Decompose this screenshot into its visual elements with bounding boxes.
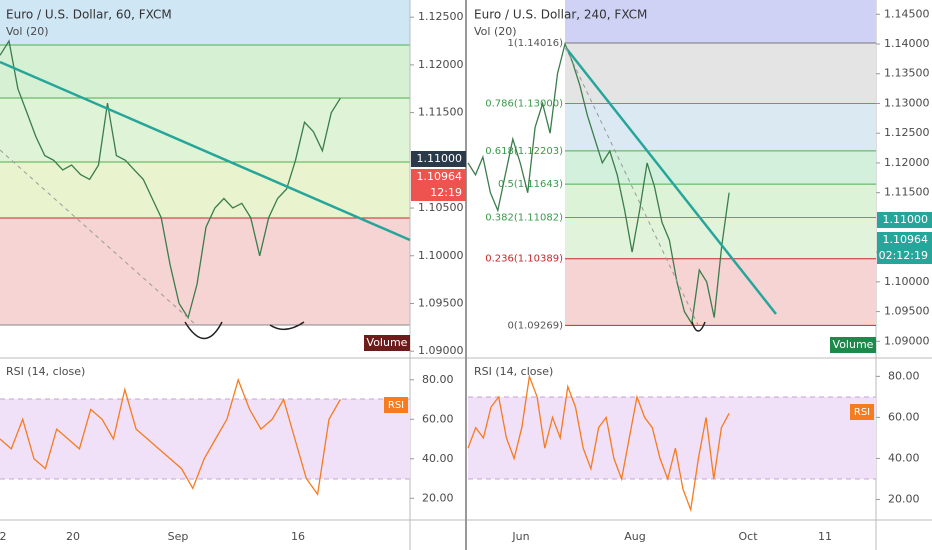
band — [0, 98, 410, 162]
y-tick-label: 1.10000 — [884, 275, 930, 288]
pattern-arc — [269, 321, 305, 331]
x-label: Aug — [624, 530, 645, 543]
x-label: Jun — [511, 530, 529, 543]
price-badge — [411, 151, 466, 167]
band — [565, 0, 876, 44]
y-tick-label: 1.14500 — [884, 7, 930, 20]
rsi-line — [467, 373, 730, 513]
pattern-arc — [691, 321, 706, 332]
y-tick-label: 1.09000 — [884, 334, 930, 347]
price-badge-text: 02:12:19 — [879, 249, 928, 262]
fib-label: 1(1.14016) — [507, 38, 563, 49]
pattern-arc — [184, 321, 223, 340]
x-label: 11 — [818, 530, 832, 543]
rsi-title: RSI (14, close) — [474, 365, 553, 378]
price-badge-text: 1.10964 — [883, 233, 929, 246]
x-label: 16 — [291, 530, 305, 543]
band — [565, 184, 876, 218]
y-tick-label: 1.09500 — [418, 296, 464, 309]
y-tick-label: 1.14000 — [884, 37, 930, 50]
y-tick-label: 1.11500 — [418, 106, 464, 119]
volume-badge-text: Volume — [833, 338, 874, 351]
rsi-band — [0, 399, 410, 479]
price-badge-text: 1.11000 — [417, 152, 463, 165]
y-tick-label: 1.12000 — [884, 156, 930, 169]
y-tick-label: 1.12500 — [884, 126, 930, 139]
y-tick-label: 1.13500 — [884, 67, 930, 80]
fib-label: 0.236(1.10389) — [485, 254, 563, 265]
y-tick-label: 1.10500 — [418, 201, 464, 214]
price-badge — [411, 185, 466, 201]
y-tick-label: 1.09500 — [884, 305, 930, 318]
x-label: Sep — [168, 530, 189, 543]
fib-label: 0.618(1.12203) — [485, 146, 563, 157]
rsi-badge — [850, 404, 874, 420]
x-label: Oct — [738, 530, 758, 543]
band — [565, 150, 876, 185]
price-badge-text: 1.11000 — [883, 213, 929, 226]
rsi-badge — [384, 397, 408, 413]
trendline — [565, 47, 699, 326]
band — [0, 45, 410, 98]
band — [0, 0, 410, 45]
price-badge — [411, 169, 466, 185]
trendline — [0, 149, 197, 326]
y-tick-label: 1.13000 — [884, 96, 930, 109]
rsi-tick-label: 20.00 — [422, 491, 454, 504]
x-label: 2 — [0, 530, 7, 543]
price-line — [0, 39, 341, 320]
volume-badge — [364, 335, 410, 351]
band — [0, 162, 410, 218]
y-tick-label: 1.11500 — [884, 186, 930, 199]
price-badge — [877, 232, 932, 248]
y-tick-label: 1.10000 — [418, 249, 464, 262]
y-tick-label: 1.09000 — [418, 344, 464, 357]
rsi-tick-label: 60.00 — [888, 410, 920, 423]
rsi-tick-label: 60.00 — [422, 412, 454, 425]
fib-label: 0.5(1.11643) — [498, 179, 563, 190]
price-line — [467, 41, 730, 326]
rsi-tick-label: 40.00 — [888, 451, 920, 464]
trendline — [0, 60, 411, 242]
x-label: 20 — [66, 530, 80, 543]
rsi-badge-text: RSI — [854, 407, 870, 418]
rsi-tick-label: 80.00 — [888, 369, 920, 382]
chart-title: Euro / U.S. Dollar, 240, FXCM — [474, 8, 647, 22]
rsi-tick-label: 20.00 — [888, 492, 920, 505]
band — [565, 258, 876, 326]
volume-badge-text: Volume — [367, 336, 408, 349]
y-tick-label: 1.12500 — [418, 10, 464, 23]
rsi-title: RSI (14, close) — [6, 365, 85, 378]
chart-title: Euro / U.S. Dollar, 60, FXCM — [6, 8, 172, 22]
volume-badge — [830, 337, 876, 353]
price-badge — [877, 212, 932, 228]
trendline — [565, 47, 777, 315]
fib-label: 0(1.09269) — [507, 320, 563, 331]
fib-label: 0.786(1.13000) — [485, 98, 563, 109]
volume-label: Vol (20) — [474, 25, 517, 38]
volume-label: Vol (20) — [6, 25, 49, 38]
price-badge-text: 12:19 — [430, 186, 462, 199]
price-badge-text: 1.10964 — [417, 170, 463, 183]
rsi-tick-label: 80.00 — [422, 373, 454, 386]
rsi-line — [0, 377, 341, 496]
rsi-band — [468, 397, 876, 479]
rsi-badge-text: RSI — [388, 400, 404, 411]
rsi-tick-label: 40.00 — [422, 452, 454, 465]
band — [565, 43, 876, 104]
price-badge — [877, 248, 932, 264]
fib-label: 0.382(1.11082) — [485, 213, 563, 224]
y-tick-label: 1.12000 — [418, 58, 464, 71]
